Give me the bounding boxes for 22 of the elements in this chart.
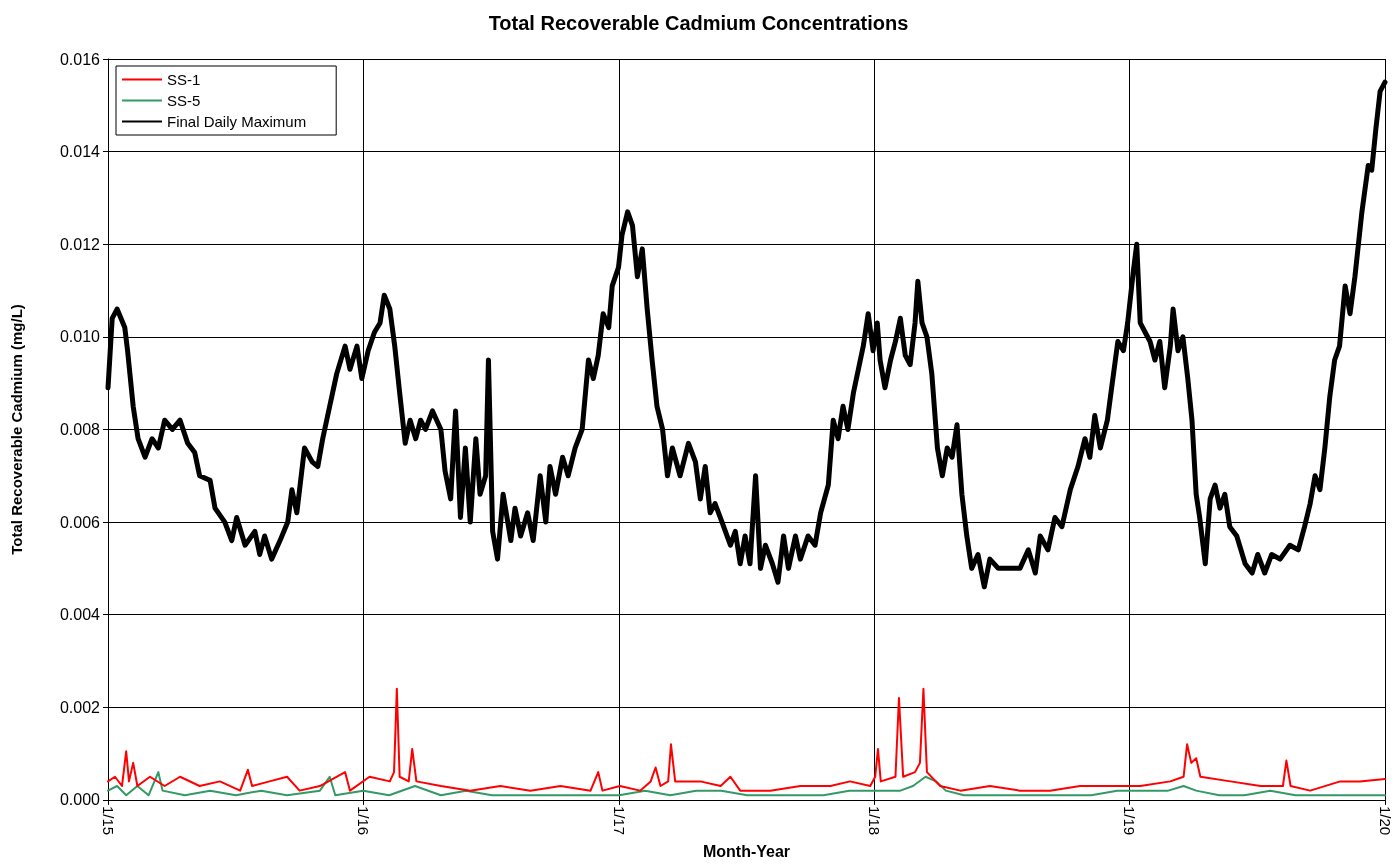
x-tick-label: 1/15 [99,805,117,836]
legend-label: SS-1 [167,71,201,88]
y-tick-label: 0.012 [59,235,101,253]
x-tick-label: 1/18 [865,805,883,836]
y-tick-label: 0.014 [59,143,101,161]
y-tick-label: 0.000 [59,791,101,809]
y-tick-label: 0.006 [59,513,101,531]
y-axis-title: Total Recoverable Cadmium (mg/L) [8,304,25,555]
y-tick-label: 0.002 [59,698,101,716]
line-series [107,771,1386,797]
x-tick-label: 1/19 [1121,805,1139,836]
x-tick-label: 1/17 [610,805,628,836]
legend-label: Final Daily Maximum [167,113,307,130]
y-tick-label: 0.016 [59,50,101,68]
chart-title: Total Recoverable Cadmium Concentrations [488,12,909,34]
x-tick-label: 1/20 [1376,805,1394,836]
legend-label: SS-5 [167,92,201,109]
y-tick-label: 0.008 [59,420,101,438]
x-axis-title: Month-Year [702,842,791,860]
x-tick-label: 1/16 [354,805,372,836]
y-tick-label: 0.004 [59,606,101,624]
y-tick-label: 0.010 [59,328,101,346]
